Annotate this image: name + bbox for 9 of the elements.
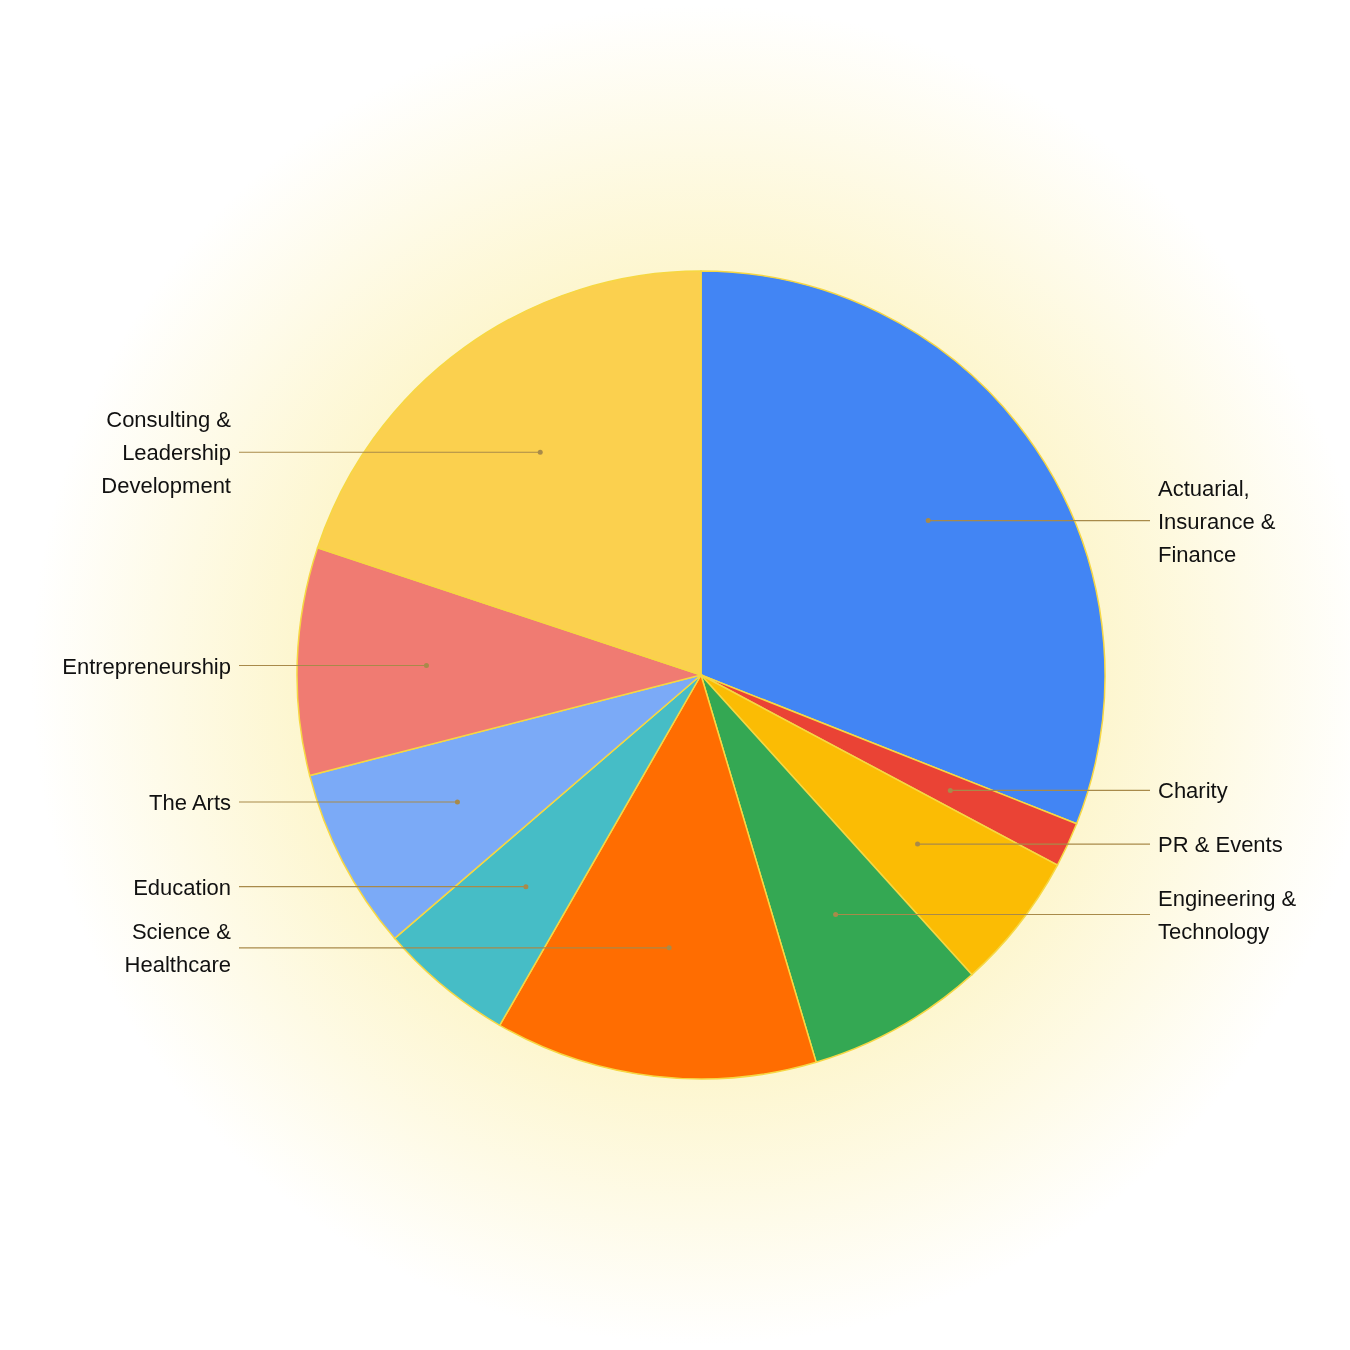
slice-label: Entrepreneurship [62, 653, 231, 679]
slice-label: PR & Events [1158, 831, 1283, 857]
slice-label: Education [133, 874, 231, 900]
slice-label: Actuarial, Insurance & Finance [1158, 475, 1276, 567]
slice-label: The Arts [149, 789, 231, 815]
slice-label: Charity [1158, 777, 1228, 803]
slice-label: Science & Healthcare [124, 918, 232, 977]
slice-label: Consulting & Leadership Development [101, 406, 232, 498]
slice-label: Engineering & Technology [1158, 885, 1297, 944]
